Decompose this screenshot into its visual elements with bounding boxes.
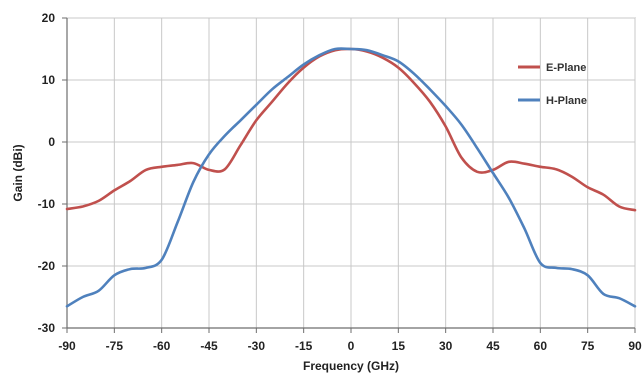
y-tick-labels: -30 -20 -10 0 10 20 [38, 11, 67, 335]
y-tick-label: -10 [38, 197, 56, 211]
x-tick-label: 45 [486, 339, 500, 353]
y-tick-label: 10 [42, 73, 56, 87]
x-tick-label: 75 [581, 339, 595, 353]
x-tick-label: 90 [628, 339, 642, 353]
y-tick-label: 0 [48, 135, 55, 149]
y-tick-label: 20 [42, 11, 56, 25]
x-tick-label: -30 [248, 339, 266, 353]
y-tick-label: -30 [38, 321, 56, 335]
x-tick-label: -75 [106, 339, 124, 353]
legend-label-e-plane: E-Plane [546, 62, 586, 74]
x-axis-title: Frequency (GHz) [303, 359, 399, 373]
y-tick-label: -20 [38, 259, 56, 273]
series-layer [65, 47, 637, 308]
x-tick-label: 60 [534, 339, 548, 353]
x-tick-labels: -90 -75 -60 -45 -30 -15 0 15 30 45 60 75 90 [58, 328, 642, 353]
x-tick-label: -60 [153, 339, 171, 353]
x-tick-label: 30 [439, 339, 453, 353]
x-tick-label: -90 [58, 339, 76, 353]
legend-label-h-plane: H-Plane [546, 95, 587, 107]
x-tick-label: -45 [200, 339, 218, 353]
series-line-h-plane [65, 47, 637, 308]
x-tick-label: -15 [295, 339, 313, 353]
x-tick-label: 0 [348, 339, 355, 353]
y-axis-title: Gain (dBi) [11, 144, 25, 201]
legend: E-Plane H-Plane [518, 62, 587, 107]
grid [66, 17, 636, 329]
x-tick-label: 15 [392, 339, 406, 353]
